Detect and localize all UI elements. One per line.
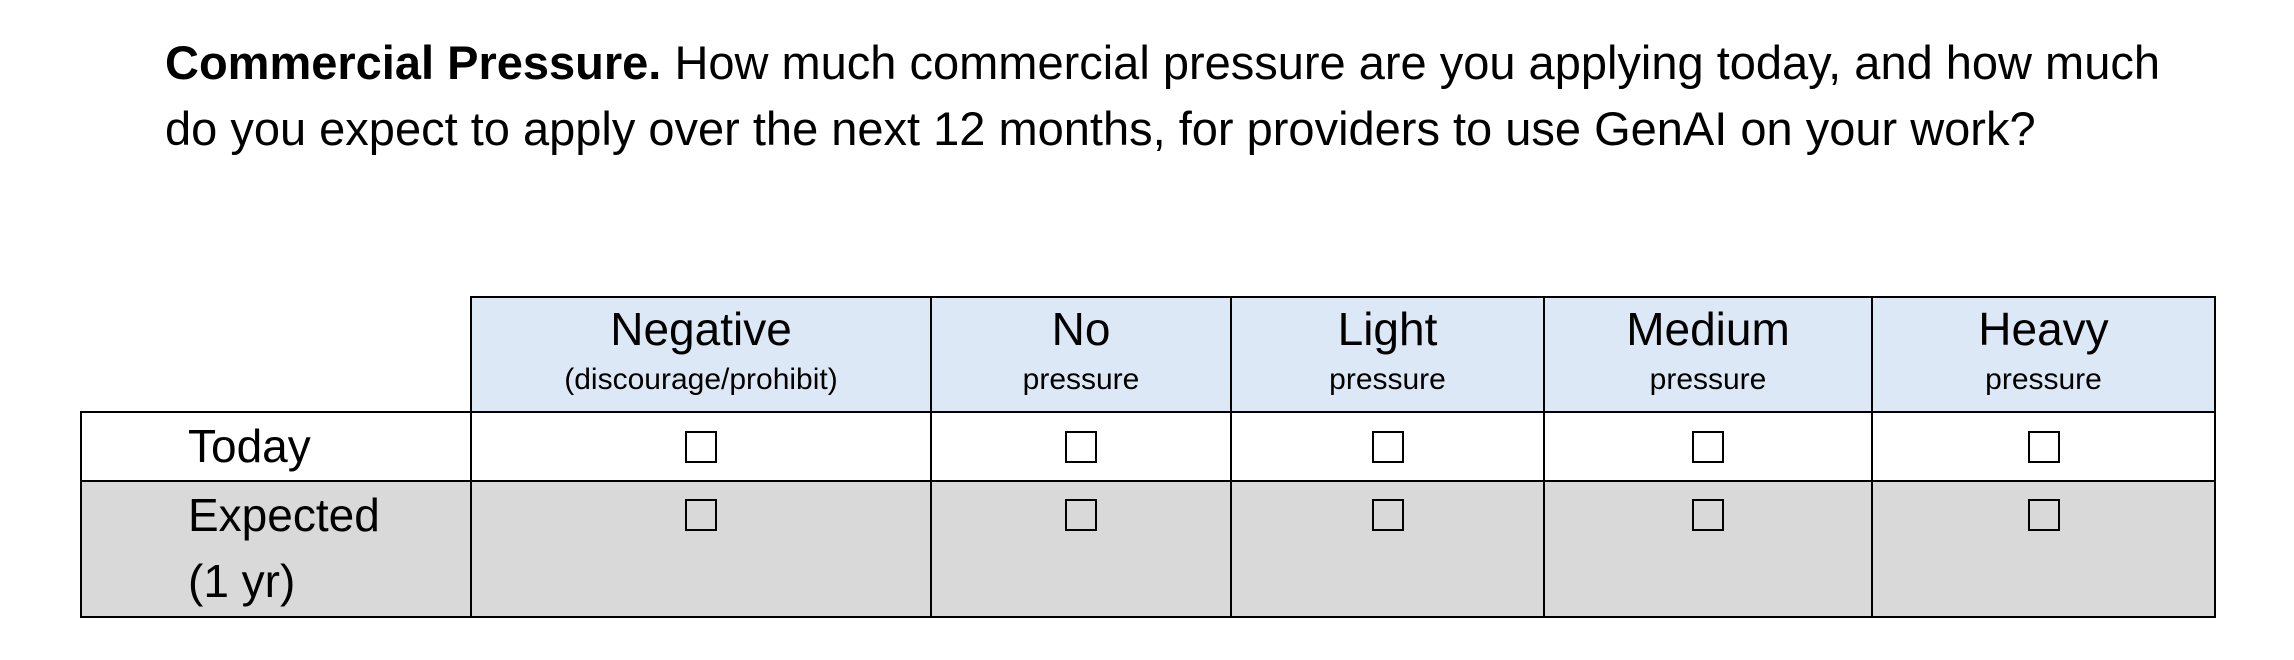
- row-label-expected: Expected (1 yr): [80, 480, 472, 618]
- column-header-label: Medium: [1626, 303, 1790, 355]
- checkbox-today-light-pressure[interactable]: [1371, 431, 1404, 463]
- checkbox-expected-no-pressure[interactable]: [1065, 499, 1097, 531]
- checkbox-expected-heavy-pressure[interactable]: [2027, 499, 2060, 531]
- row-label-text: Today: [188, 420, 311, 472]
- column-header-label: Light: [1337, 303, 1438, 355]
- column-header-label: Heavy: [1978, 303, 2109, 355]
- column-header-sublabel: pressure: [1649, 363, 1767, 396]
- column-header-sublabel: pressure: [1329, 363, 1446, 396]
- question-body: How much commercial pressure are you app…: [165, 36, 2160, 155]
- cell-expected-negative: [470, 480, 932, 618]
- checkbox-expected-negative[interactable]: [685, 499, 717, 531]
- cell-today-negative: [470, 411, 932, 482]
- checkbox-expected-light-pressure[interactable]: [1371, 499, 1404, 531]
- cell-expected-medium-pressure: [1543, 480, 1873, 618]
- checkbox-today-no-pressure[interactable]: [1065, 431, 1097, 463]
- column-header-label: No: [1051, 303, 1111, 355]
- column-header-label: Negative: [610, 303, 792, 355]
- checkbox-expected-medium-pressure[interactable]: [1692, 499, 1724, 531]
- column-header-heavy-pressure: Heavy pressure: [1871, 296, 2216, 413]
- column-header-sublabel: pressure: [1985, 363, 2102, 396]
- cell-today-heavy-pressure: [1871, 411, 2216, 482]
- cell-today-no-pressure: [930, 411, 1232, 482]
- cell-today-light-pressure: [1230, 411, 1545, 482]
- table-row-expected: Expected (1 yr): [80, 480, 2216, 618]
- cell-expected-light-pressure: [1230, 480, 1545, 618]
- table-header-row: Negative (discourage/prohibit) No pressu…: [81, 296, 2216, 413]
- cell-expected-no-pressure: [930, 480, 1232, 618]
- checkbox-today-heavy-pressure[interactable]: [2027, 431, 2060, 463]
- checkbox-today-medium-pressure[interactable]: [1692, 431, 1724, 463]
- column-header-no-pressure: No pressure: [930, 296, 1232, 413]
- table-corner: [81, 297, 471, 412]
- pressure-rating-table: Negative (discourage/prohibit) No pressu…: [80, 296, 2216, 618]
- row-label-subtext: (1 yr): [188, 555, 296, 607]
- row-label-today: Today: [80, 411, 472, 482]
- cell-today-medium-pressure: [1543, 411, 1873, 482]
- column-header-medium-pressure: Medium pressure: [1543, 296, 1873, 413]
- checkbox-today-negative[interactable]: [685, 431, 717, 463]
- question-title: Commercial Pressure.: [165, 36, 662, 89]
- row-label-text: Expected: [188, 489, 380, 541]
- column-header-light-pressure: Light pressure: [1230, 296, 1545, 413]
- column-header-negative: Negative (discourage/prohibit): [470, 296, 932, 413]
- column-header-sublabel: pressure: [1022, 363, 1140, 396]
- question-text: Commercial Pressure. How much commercial…: [165, 30, 2185, 162]
- table-row-today: Today: [80, 411, 2216, 482]
- cell-expected-heavy-pressure: [1871, 480, 2216, 618]
- column-header-sublabel: (discourage/prohibit): [564, 363, 838, 396]
